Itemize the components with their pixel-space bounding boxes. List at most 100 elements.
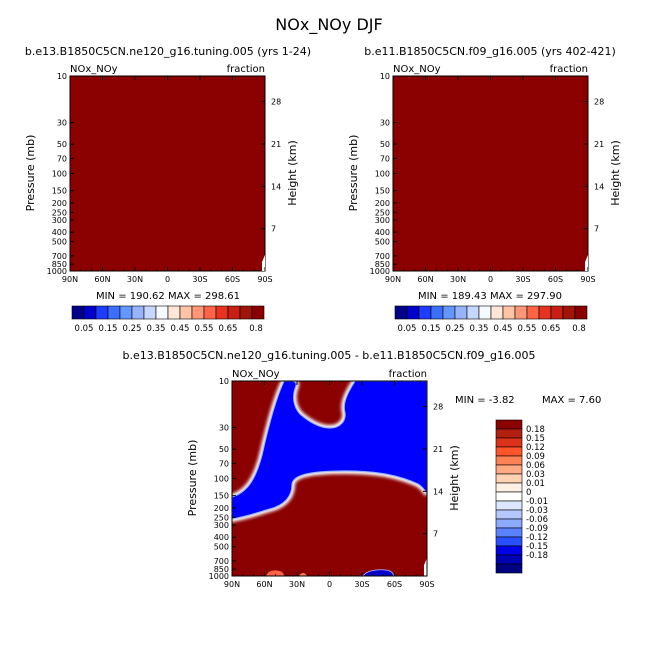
panel-3-xtick-label: 30S (354, 580, 369, 589)
panel-3-ytick-label: 400 (214, 533, 229, 542)
colorbar-difference-swatch (495, 437, 523, 448)
panel-3-field (232, 381, 427, 576)
colorbar-right-swatch (562, 305, 576, 320)
panel-1-xtick-label: 30N (127, 275, 143, 284)
panel-1-xtick-label: 90N (62, 275, 78, 284)
colorbar-right-label: 0.55 (518, 324, 537, 334)
panel-3-stats-max: MAX = 7.60 (542, 395, 601, 406)
panel-3-ytick-label: 250 (214, 513, 229, 522)
panel-3-ytick-label: 200 (214, 504, 229, 513)
colorbar-left-swatch (251, 305, 265, 320)
panel-1-title: b.e13.B1850C5CN.ne120_g16.tuning.005 (yr… (25, 45, 311, 58)
colorbar-difference-swatch (495, 464, 523, 475)
panel-3-ytick-right-label: 14 (433, 487, 443, 496)
panel-2-ytick-label: 400 (375, 228, 390, 237)
colorbar-right-swatch (502, 305, 516, 320)
panel-3-ytick-right-label: 7 (433, 530, 438, 539)
colorbar-left-swatch (179, 305, 193, 320)
colorbar-left-label: 0.25 (123, 324, 142, 334)
panel-1-ytick-label: 700 (52, 252, 67, 261)
colorbar-difference-label: 0.18 (526, 425, 545, 435)
panel-2-ytick-label: 200 (375, 199, 390, 208)
colorbar-difference-label: 0.01 (526, 479, 545, 489)
panel-2-ytick-right-label: 7 (594, 225, 599, 234)
colorbar-difference-label: -0.09 (526, 524, 548, 534)
colorbar-right-swatch (418, 305, 432, 320)
colorbar-left-swatch (143, 305, 157, 320)
colorbar-right-label: 0.05 (398, 324, 417, 334)
panel-2-ytick-label: 30 (380, 119, 390, 128)
panel-3-xtick-label: 0 (327, 580, 332, 589)
panel-2-xtick-label: 0 (488, 275, 493, 284)
panel-3-ylabel-right: Height (km) (448, 445, 461, 511)
panel-2-ytick-label: 100 (375, 170, 390, 179)
panel-2-xtick-label: 90S (580, 275, 595, 284)
colorbar-difference-swatch (495, 536, 523, 547)
colorbar-difference-label: 0.09 (526, 452, 545, 462)
colorbar-left-label: 0.05 (75, 324, 94, 334)
panel-1-ytick-label: 250 (52, 208, 67, 217)
colorbar-difference-label: 0 (526, 488, 531, 498)
panel-3-surface-positive (266, 570, 284, 576)
panel-3-ytick-label: 50 (219, 445, 229, 454)
panel-2-ytick-label: 250 (375, 208, 390, 217)
colorbar-difference-swatch (495, 482, 523, 493)
panel-2-ytick-label: 50 (380, 140, 390, 149)
colorbar-left-swatch (215, 305, 229, 320)
panel-3-ytick-label: 70 (219, 459, 229, 468)
colorbar-difference-swatch (495, 428, 523, 439)
panel-2-xtick-label: 30N (450, 275, 466, 284)
page-title: NOx_NOy DJF (275, 15, 382, 35)
panel-1-ytick-label: 150 (52, 187, 67, 196)
panel-1-ytick-right-label: 21 (271, 140, 281, 149)
panel-1-ylabel-right: Height (km) (286, 140, 299, 206)
panel-2-ytick-label: 1000 (370, 267, 390, 276)
panel-1-corner-right: fraction (227, 64, 265, 75)
colorbar-right-swatch (490, 305, 504, 320)
colorbar-left-swatch (203, 305, 217, 320)
colorbar-left-swatch (131, 305, 145, 320)
colorbar-right-swatch (454, 305, 468, 320)
colorbar-right-swatch (430, 305, 444, 320)
colorbar-right-label: 0.45 (494, 324, 513, 334)
panel-1-stats: MIN = 190.62 MAX = 298.61 (96, 291, 240, 302)
colorbar-right-swatch (406, 305, 420, 320)
colorbar-difference-swatch (495, 455, 523, 466)
panel-1-ytick-label: 70 (57, 154, 67, 163)
panel-3-ytick-label: 100 (214, 475, 229, 484)
panel-3-surface-negative (362, 569, 394, 576)
panel-3-ytick-label: 30 (219, 424, 229, 433)
colorbar-left-swatch (119, 305, 133, 320)
colorbar-right-swatch (442, 305, 456, 320)
panel-2-ylabel-right: Height (km) (609, 140, 622, 206)
panel-3-surface-positive-2 (299, 573, 307, 576)
colorbar-left-label: 0.35 (147, 324, 166, 334)
panel-1-ytick-label: 100 (52, 170, 67, 179)
panel-1-xtick-label: 30S (192, 275, 207, 284)
colorbar-left-swatch (227, 305, 241, 320)
panel-1-ytick-label: 300 (52, 216, 67, 225)
colorbar-difference-swatch (495, 500, 523, 511)
panel-3-xtick-label: 60S (387, 580, 402, 589)
panel-1-xtick-label: 60N (94, 275, 110, 284)
panel-3-ytick-right-label: 28 (433, 403, 443, 412)
panel-3-ytick-right-label: 21 (433, 445, 443, 454)
colorbar-difference-label: 0.12 (526, 443, 545, 453)
colorbar-left-swatch (167, 305, 181, 320)
panel-1-ytick-label: 10 (57, 72, 67, 81)
panel-3-corner-right: fraction (389, 369, 427, 380)
panel-1-ticks: 90N 60N 30N 0 30S 60S 90S 10 30 50 70 100 150 2002503… (47, 72, 282, 284)
colorbar-left-label: 0.55 (195, 324, 214, 334)
panel-2-topography (585, 255, 588, 271)
panel-3: b.e13.B1850C5CN.ne120_g16.tuning.005 - b… (122, 349, 601, 589)
panel-1-plot-area (69, 75, 266, 272)
colorbar-left-label: 0.15 (99, 324, 118, 334)
panel-1-ytick-label: 1000 (47, 267, 67, 276)
panel-2-ytick-right-label: 14 (594, 182, 604, 191)
colorbar-left-label: 0.8 (249, 324, 263, 334)
panel-1-ytick-right-label: 7 (271, 225, 276, 234)
colorbar-left-swatch (155, 305, 169, 320)
panel-2-ytick-right-label: 28 (594, 98, 604, 107)
panel-1-ytick-right-label: 14 (271, 182, 281, 191)
